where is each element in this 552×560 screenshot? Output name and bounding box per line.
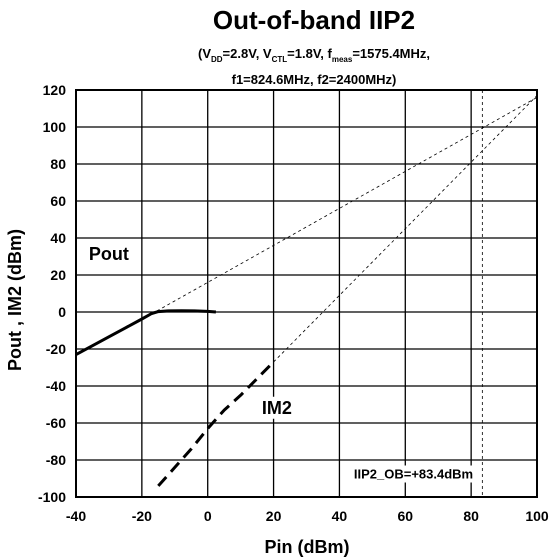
subtitle-part-1: DD (211, 55, 223, 64)
y-axis-ticks: -100 -80 -60 -40 -20 0 20 40 60 80 100 120 (38, 82, 66, 505)
extrapolation-lines (152, 90, 537, 497)
extrapolation-line (152, 97, 537, 313)
chart-subtitle-line1: (VDD=2.8V, VCTL=1.8V, fmeas=1575.4MHz, (198, 46, 430, 64)
subtitle-part-0: (V (198, 46, 211, 61)
x-tick-label: 0 (204, 508, 212, 524)
x-tick-label: 40 (332, 508, 348, 524)
x-tick-label: 20 (266, 508, 282, 524)
subtitle-part-2: =2.8V, V (223, 46, 272, 61)
y-tick-label: 40 (50, 230, 66, 246)
y-tick-label: -20 (46, 341, 66, 357)
annotation-label: IM2 (262, 398, 292, 418)
chart-subtitle-line2: f1=824.6MHz, f2=2400MHz) (232, 72, 397, 87)
annotation-label: IIP2_OB=+83.4dBm (354, 467, 473, 482)
subtitle-part-4: =1.8V, f (287, 46, 332, 61)
annotations: Pout IM2 IIP2_OB=+83.4dBm (85, 243, 477, 482)
subtitle-part-5: meas (332, 55, 353, 64)
chart-title: Out-of-band IIP2 (213, 5, 415, 35)
y-tick-label: -100 (38, 489, 66, 505)
subtitle-part-3: CTL (272, 55, 288, 64)
x-axis-label: Pin (dBm) (265, 537, 350, 557)
x-tick-label: 80 (463, 508, 479, 524)
y-tick-label: 120 (43, 82, 67, 98)
y-tick-label: -40 (46, 378, 66, 394)
y-axis-label: Pout , IM2 (dBm) (5, 229, 25, 371)
y-tick-label: 80 (50, 156, 66, 172)
y-tick-label: 100 (43, 119, 67, 135)
subtitle-part-6: =1575.4MHz, (352, 46, 430, 61)
y-tick-label: -80 (46, 452, 66, 468)
series-pout-line (76, 311, 216, 355)
x-axis-ticks: -40 -20 0 20 40 60 80 100 (66, 508, 549, 524)
annotation-label: Pout (89, 244, 129, 264)
x-tick-label: 100 (525, 508, 549, 524)
x-tick-label: 60 (397, 508, 413, 524)
y-tick-label: 20 (50, 267, 66, 283)
y-tick-label: -60 (46, 415, 66, 431)
grid-lines (76, 90, 537, 497)
x-tick-label: -40 (66, 508, 86, 524)
y-tick-label: 0 (58, 304, 66, 320)
x-tick-label: -20 (132, 508, 152, 524)
series-im2-line (158, 362, 273, 486)
y-tick-label: 60 (50, 193, 66, 209)
plot-frame (76, 90, 537, 497)
